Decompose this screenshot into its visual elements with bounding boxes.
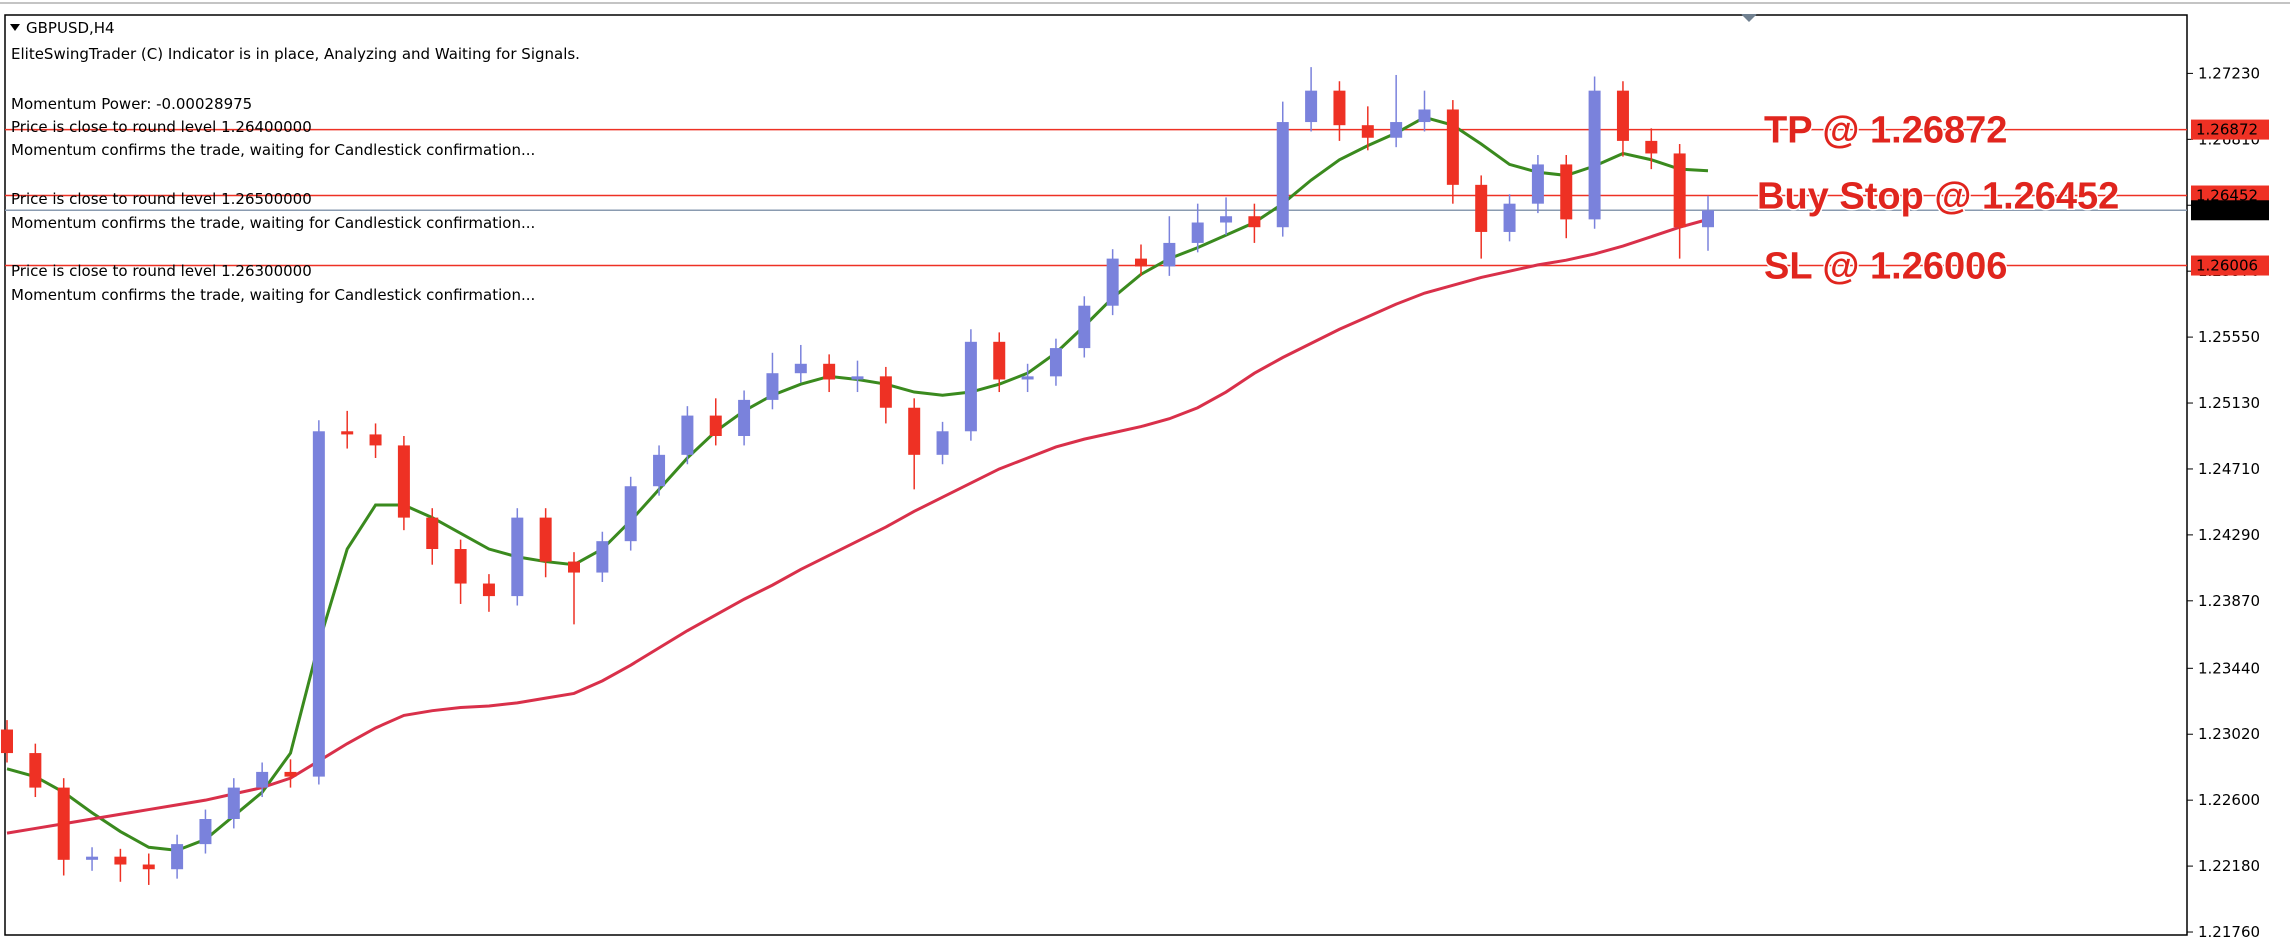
candle-body [482, 583, 495, 597]
confirm-msg: Momentum confirms the trade, waiting for… [11, 286, 535, 304]
candle-body [1163, 242, 1176, 267]
candle-body [1049, 348, 1062, 377]
candle-body [1135, 258, 1147, 267]
candle-body [879, 376, 892, 408]
plot-area [1, 67, 2187, 885]
candle-body [369, 434, 382, 446]
candle-body [709, 415, 722, 436]
candle-body [1475, 184, 1488, 232]
confirm-msg: Momentum confirms the trade, waiting for… [11, 214, 535, 232]
candle-body [1220, 216, 1233, 223]
candle-body [539, 517, 552, 562]
candle-body [823, 363, 836, 380]
candle-body [1390, 122, 1403, 138]
candle-body [1446, 109, 1459, 185]
y-tick-label: 1.22600 [2198, 791, 2260, 809]
y-tick-label: 1.23870 [2198, 592, 2260, 610]
y-tick-label: 1.21760 [2198, 923, 2260, 941]
candle-body [511, 517, 524, 597]
candle-body [653, 454, 666, 487]
candle-body [86, 856, 99, 860]
y-tick-label: 1.24710 [2198, 460, 2260, 478]
candle-body [171, 844, 184, 870]
candle-body [936, 431, 949, 455]
y-tick-label: 1.25550 [2198, 328, 2260, 346]
price-tag [2191, 200, 2269, 221]
round-level-msg: Price is close to round level 1.26300000 [11, 262, 312, 280]
candle-body [738, 399, 751, 436]
candle-body [1560, 164, 1573, 220]
candle-body [681, 415, 694, 455]
candle-body [1191, 222, 1204, 243]
candle-body [454, 549, 467, 584]
candle-body [1078, 305, 1091, 349]
candle-body [766, 373, 779, 400]
plot-frame [4, 14, 2188, 936]
candle-body [1503, 203, 1516, 232]
symbol: GBPUSD,H4 [26, 19, 115, 37]
candle-body [256, 771, 269, 788]
y-tick-label: 1.23020 [2198, 725, 2260, 743]
candle-body [227, 787, 240, 819]
candle-body [794, 363, 807, 374]
confirm-msg: Momentum confirms the trade, waiting for… [11, 141, 535, 159]
y-tick-label: 1.24290 [2198, 526, 2260, 544]
price-tag-label: 1.26452 [2196, 187, 2258, 205]
candle-body [1333, 90, 1346, 126]
candle-body [993, 341, 1006, 380]
candle-body [964, 341, 977, 432]
candle-body [1276, 122, 1289, 228]
candle-body [199, 818, 212, 845]
y-tick-label: 1.27230 [2198, 64, 2260, 82]
round-level-msg: Price is close to round level 1.26400000 [11, 118, 312, 136]
momentum-power: Momentum Power: -0.00028975 [11, 95, 252, 113]
candle-body [1588, 90, 1601, 220]
candle-body [568, 561, 580, 573]
candle-body [1531, 164, 1544, 204]
y-tick-label: 1.25130 [2198, 394, 2260, 412]
candle-body [312, 431, 325, 777]
price-tag [2191, 119, 2269, 140]
price-tag-label: 1.26006 [2196, 257, 2258, 275]
collapse-icon [10, 24, 20, 31]
candle-body [596, 541, 609, 573]
shift-marker [1741, 14, 1757, 22]
candle-body [284, 771, 297, 777]
candle-body [1305, 90, 1318, 123]
annotation: Buy Stop @ 1.26452 [1757, 176, 2119, 218]
candle-body [1645, 140, 1658, 154]
candle-body [397, 445, 410, 518]
y-tick-label: 1.23440 [2198, 659, 2260, 677]
candle-body [1616, 90, 1629, 141]
price-tag-label: 1.26872 [2196, 121, 2258, 139]
candle-body [29, 753, 42, 788]
candle-body [114, 856, 127, 865]
candle-body [624, 486, 637, 542]
candle-body [1248, 216, 1261, 228]
candle-body [142, 864, 155, 870]
overlay: GBPUSD,H4 EliteSwingTrader (C) Indicator… [11, 19, 580, 304]
candle-body [1361, 125, 1374, 138]
candle-body [1, 729, 13, 754]
candle-body [1106, 258, 1119, 306]
status-text: EliteSwingTrader (C) Indicator is in pla… [11, 45, 580, 63]
annotation: SL @ 1.26006 [1764, 246, 2007, 288]
candle-body [341, 431, 354, 435]
price-tag [2191, 255, 2269, 276]
y-tick-label: 1.22180 [2198, 857, 2260, 875]
candle-body [1418, 109, 1431, 123]
round-level-msg: Price is close to round level 1.26500000 [11, 190, 312, 208]
candle-body [1702, 210, 1714, 228]
candle-body [1673, 153, 1686, 228]
price-tag-label: 1.26358 [2196, 201, 2258, 219]
annotation: TP @ 1.26872 [1764, 110, 2007, 152]
candle-body [908, 407, 921, 455]
candle-body [851, 376, 864, 380]
candle-body [57, 787, 70, 860]
candle-body [1021, 376, 1034, 380]
candle-body [426, 517, 439, 550]
